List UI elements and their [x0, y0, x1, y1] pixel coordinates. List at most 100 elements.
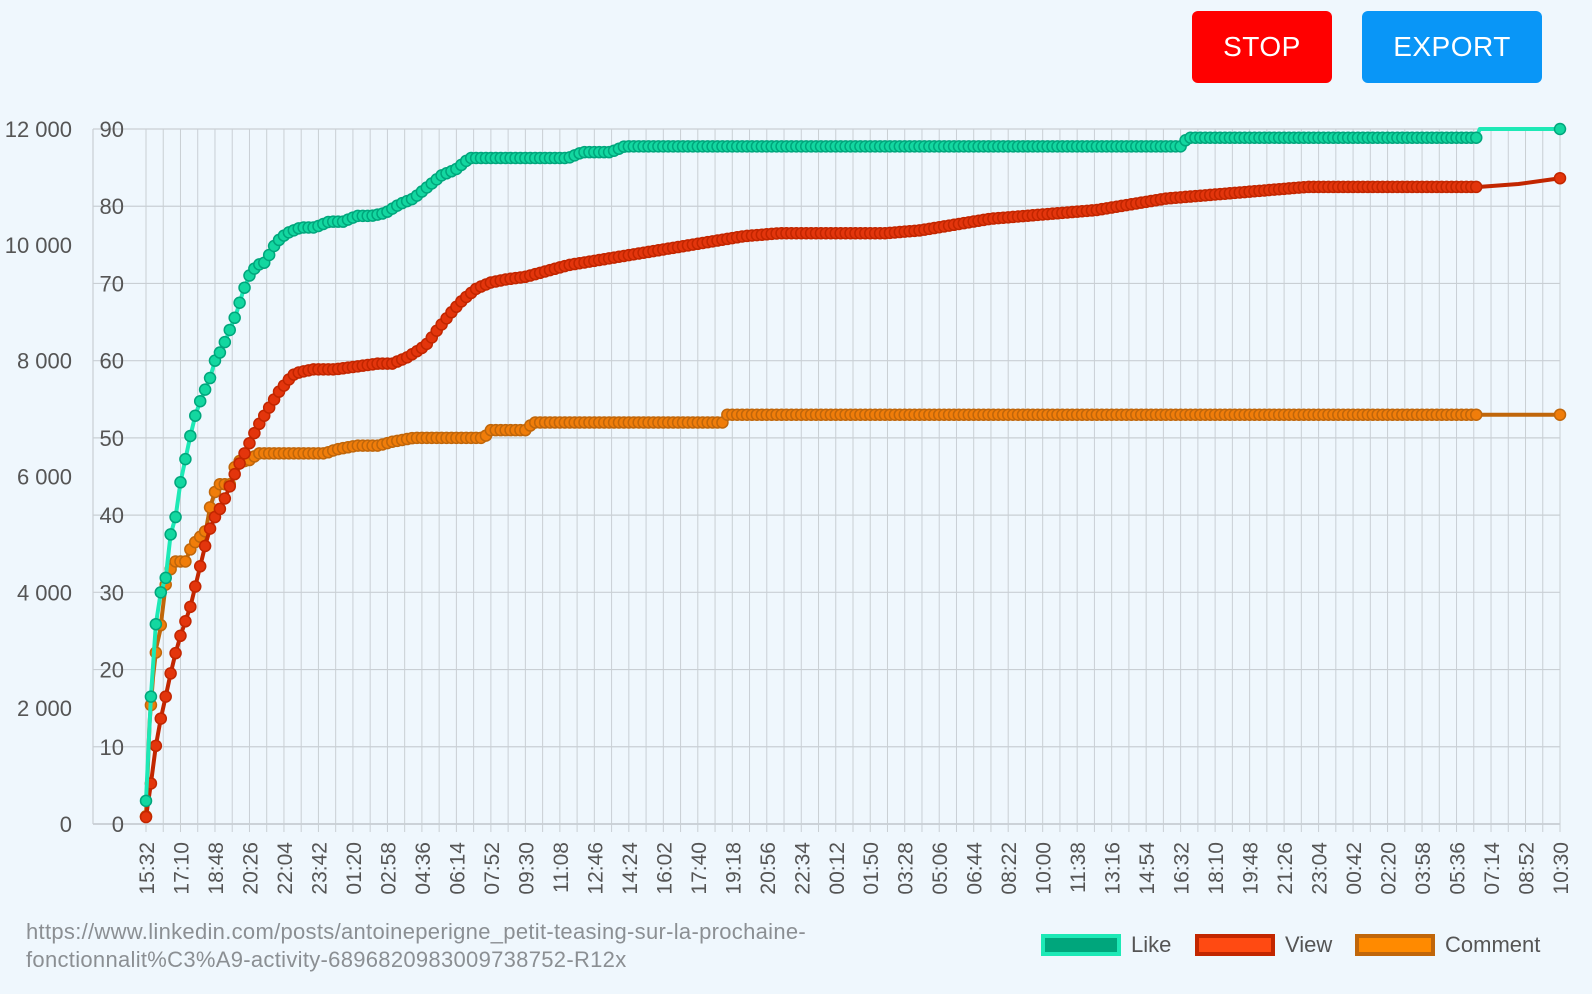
series-point-like — [169, 510, 182, 524]
y-left-tick-label: 6 000 — [17, 465, 72, 490]
series-point-view — [149, 739, 163, 753]
series-point-like — [179, 452, 192, 466]
series-point-like — [223, 323, 237, 337]
series-point-comment — [1553, 408, 1567, 421]
series-point-comment — [1469, 408, 1483, 421]
series-point-view — [213, 502, 227, 516]
series-point-view — [203, 522, 217, 535]
x-tick-label: 18:10 — [1205, 842, 1228, 895]
y-right-tick-label: 20 — [100, 658, 124, 683]
series-point-view — [159, 690, 172, 703]
x-tick-label: 08:22 — [998, 842, 1021, 895]
legend-label-like: Like — [1131, 932, 1172, 957]
legend-item-view[interactable]: View — [1195, 929, 1332, 961]
x-tick-label: 20:56 — [757, 842, 780, 895]
x-tick-label: 05:06 — [929, 842, 952, 895]
x-tick-label: 01:50 — [860, 842, 883, 895]
series-point-view — [1469, 180, 1483, 194]
series-point-like — [203, 371, 217, 385]
legend-label-comment: Comment — [1445, 932, 1541, 957]
y-left-tick-label: 4 000 — [17, 580, 72, 605]
y-left-tick-label: 0 — [60, 812, 72, 837]
series-point-like — [228, 311, 241, 325]
series-point-view — [233, 457, 246, 470]
x-tick-label: 11:08 — [550, 842, 573, 893]
chart-grid — [92, 128, 1561, 832]
x-tick-label: 07:14 — [1481, 842, 1504, 895]
legend-item-like[interactable]: Like — [1041, 929, 1171, 961]
y-right-tick-label: 40 — [100, 503, 124, 528]
series-point-view — [179, 615, 192, 628]
x-tick-label: 05:36 — [1447, 842, 1470, 895]
stop-button[interactable]: STOP — [1192, 11, 1332, 83]
series-point-like — [198, 383, 212, 396]
series-point-view — [198, 539, 212, 553]
y-right-tick-label: 0 — [112, 812, 124, 837]
legend-label-view: View — [1285, 932, 1333, 957]
x-tick-label: 10:00 — [1033, 842, 1056, 895]
x-tick-label: 15:32 — [136, 842, 159, 895]
series-point-view — [189, 580, 202, 593]
series-point-like — [184, 429, 197, 443]
series-point-like — [1553, 122, 1567, 136]
y-axis-right-ticks: 0 10 20 30 40 50 60 70 80 90 — [100, 117, 124, 837]
x-tick-label: 09:30 — [515, 842, 538, 895]
x-tick-label: 06:44 — [964, 842, 987, 895]
x-tick-label: 03:28 — [895, 842, 918, 895]
y-right-tick-label: 80 — [100, 194, 124, 219]
x-tick-label: 01:20 — [343, 842, 366, 895]
x-tick-label: 04:36 — [412, 842, 435, 895]
x-tick-label: 14:54 — [1136, 842, 1159, 895]
x-tick-label: 16:32 — [1171, 842, 1194, 895]
series-point-like — [164, 528, 177, 541]
x-tick-label: 14:24 — [619, 842, 642, 895]
y-right-tick-label: 30 — [100, 580, 124, 605]
x-tick-label: 02:58 — [377, 842, 400, 895]
x-tick-label: 08:52 — [1516, 842, 1539, 895]
series-view — [139, 171, 1567, 824]
x-tick-label: 22:34 — [791, 842, 814, 895]
y-left-tick-label: 2 000 — [17, 696, 72, 721]
y-right-tick-label: 50 — [100, 426, 124, 451]
x-tick-label: 20:26 — [239, 842, 262, 895]
series-point-view — [174, 629, 187, 643]
series-point-like — [159, 571, 172, 585]
series-point-like — [174, 476, 187, 489]
y-left-tick-label: 10 000 — [5, 233, 72, 258]
y-right-tick-label: 60 — [100, 349, 124, 374]
series-point-like — [213, 346, 227, 359]
x-tick-label: 07:52 — [481, 842, 504, 895]
comment-swatch — [1355, 934, 1435, 956]
x-tick-label: 11:38 — [1067, 842, 1090, 893]
y-right-tick-label: 90 — [100, 117, 124, 142]
series-point-view — [184, 600, 197, 614]
export-button[interactable]: EXPORT — [1362, 11, 1542, 83]
series-point-view — [228, 467, 241, 481]
series-point-view — [164, 667, 177, 680]
series-point-like — [154, 586, 168, 599]
series-point-view — [238, 447, 251, 460]
series-point-like — [139, 794, 153, 808]
y-axis-left-ticks: 0 2 000 4 000 6 000 8 000 10 000 12 000 — [5, 117, 72, 837]
x-tick-label: 12:46 — [584, 842, 607, 895]
y-left-tick-label: 8 000 — [17, 349, 72, 374]
series-point-view — [139, 810, 153, 824]
series-point-view — [223, 480, 237, 493]
chart-series — [139, 122, 1567, 824]
x-tick-label: 19:48 — [1240, 842, 1263, 895]
x-tick-label: 00:12 — [826, 842, 849, 895]
series-point-view — [218, 492, 232, 505]
series-point-like — [1469, 131, 1483, 144]
y-left-tick-label: 12 000 — [5, 117, 72, 142]
x-tick-label: 10:30 — [1550, 842, 1573, 895]
series-point-view — [243, 436, 256, 450]
x-tick-label: 17:10 — [170, 842, 193, 895]
x-tick-label: 00:42 — [1343, 842, 1366, 895]
post-url: https://www.linkedin.com/posts/antoinepe… — [26, 919, 807, 972]
x-tick-label: 19:18 — [722, 842, 745, 895]
series-comment — [139, 408, 1567, 823]
like-swatch — [1041, 934, 1121, 956]
legend-item-comment[interactable]: Comment — [1355, 929, 1540, 961]
series-point-like — [144, 690, 158, 703]
